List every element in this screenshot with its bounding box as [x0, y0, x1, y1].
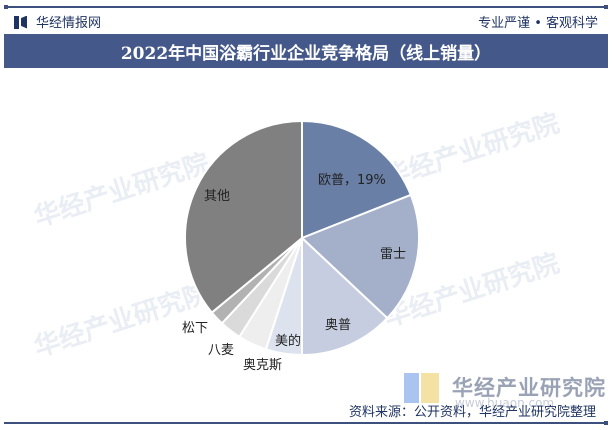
- slogan: 专业严谨 • 客观科学: [478, 16, 598, 31]
- footer-logo-url: www.huaon.com: [455, 396, 555, 410]
- pie-slice-0: [301, 119, 413, 240]
- bottom-rule: [4, 421, 608, 425]
- brand-name: 华经情报网: [36, 16, 102, 31]
- footer-logo-text: 华经产业研究院: [452, 376, 606, 400]
- pie-chart: 欧普，19% 雷士 奥普 美的 奥克斯 八麦 松下 其他: [0, 68, 612, 398]
- pie-svg: [184, 119, 420, 357]
- chart-title: 2022年中国浴霸行业企业竞争格局（线上销量）: [120, 43, 492, 64]
- footer-logo-icon: [404, 373, 440, 403]
- top-rule: [4, 5, 608, 9]
- label-oupu: 欧普，19%: [318, 173, 386, 188]
- pie-slice-7: [184, 119, 303, 314]
- label-bamai: 八麦: [208, 343, 235, 358]
- label-panasonic: 松下: [182, 321, 209, 336]
- brand-logo-icon: [14, 15, 28, 29]
- label-midea: 美的: [275, 334, 302, 349]
- label-leishi: 雷士: [380, 247, 407, 262]
- label-aux: 奥克斯: [243, 358, 283, 373]
- label-other: 其他: [204, 189, 231, 204]
- source-note: 资料来源：公开资料，华经产业研究院整理: [348, 405, 596, 420]
- brand: 华经情报网: [14, 12, 101, 31]
- pie-slice-1: [300, 193, 420, 320]
- label-aopu: 奥普: [325, 318, 352, 333]
- pie-slice-2: [301, 235, 389, 357]
- title-bar: 2022年中国浴霸行业企业竞争格局（线上销量）: [4, 34, 608, 68]
